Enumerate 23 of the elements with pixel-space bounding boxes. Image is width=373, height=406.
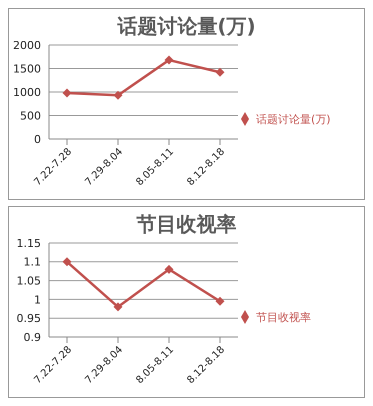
point bbox=[114, 302, 122, 312]
point bbox=[114, 90, 122, 100]
legend-label: 话题讨论量(万) bbox=[256, 112, 331, 126]
y-tick-label: 1.05 bbox=[16, 274, 41, 288]
chart-title: 节目收视率 bbox=[136, 212, 236, 236]
y-tick-label: 1 bbox=[34, 293, 41, 306]
y-tick-label: 1.15 bbox=[16, 236, 41, 250]
point bbox=[62, 88, 72, 98]
y-tick-label: 1500 bbox=[13, 62, 41, 76]
y-tick-label: 2000 bbox=[13, 38, 41, 52]
chart-title: 话题讨论量(万) bbox=[117, 14, 256, 38]
point bbox=[164, 56, 174, 65]
point bbox=[164, 264, 174, 274]
y-tick-label: 0.9 bbox=[24, 330, 41, 344]
y-tick-label: 500 bbox=[20, 109, 41, 122]
point bbox=[62, 257, 72, 266]
point bbox=[216, 68, 224, 77]
point bbox=[216, 296, 224, 306]
y-tick-label: 0.95 bbox=[16, 312, 41, 326]
y-tick-label: 0 bbox=[34, 132, 41, 146]
y-tick-label: 1000 bbox=[13, 86, 41, 99]
legend-label: 节目收视率 bbox=[256, 310, 311, 324]
y-tick-label: 1.1 bbox=[24, 256, 41, 269]
